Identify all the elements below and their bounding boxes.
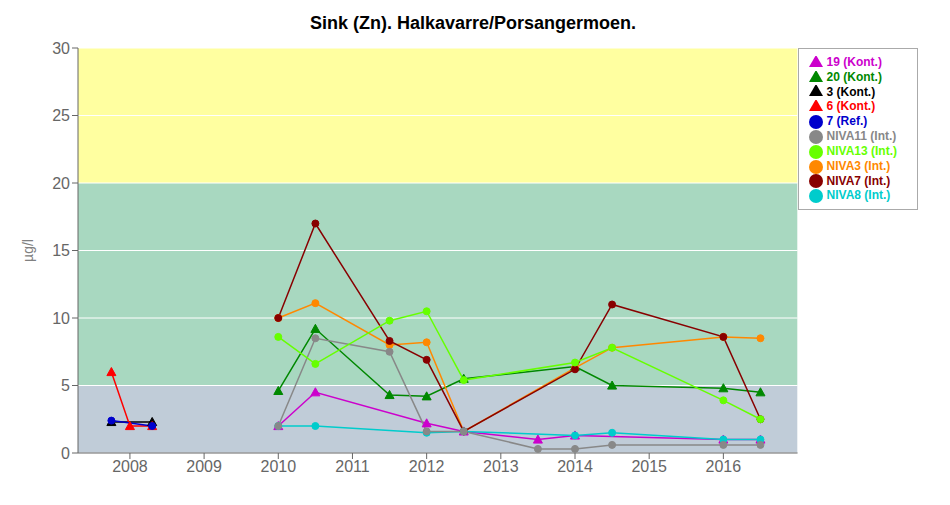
svg-text:2009: 2009 bbox=[186, 458, 222, 475]
svg-text:20: 20 bbox=[52, 175, 70, 192]
svg-text:0: 0 bbox=[61, 445, 70, 462]
svg-text:2015: 2015 bbox=[631, 458, 667, 475]
svg-text:2016: 2016 bbox=[706, 458, 742, 475]
svg-text:2008: 2008 bbox=[112, 458, 148, 475]
svg-text:25: 25 bbox=[52, 107, 70, 124]
svg-text:2013: 2013 bbox=[483, 458, 519, 475]
svg-text:15: 15 bbox=[52, 242, 70, 259]
svg-text:10: 10 bbox=[52, 310, 70, 327]
svg-text:µg/l: µg/l bbox=[20, 239, 36, 262]
html-text:NIVA13 (Int.): NIVA13 (Int.) bbox=[826, 144, 897, 158]
svg-text:2012: 2012 bbox=[409, 458, 445, 475]
html-text:3 (Kont.): 3 (Kont.) bbox=[826, 84, 876, 99]
html-text:Sink (Zn). Halkavarre/Porsange: Sink (Zn). Halkavarre/Porsangermoen. bbox=[309, 13, 636, 33]
html-text:NIVA7 (Int.): NIVA7 (Int.) bbox=[826, 173, 891, 188]
html-text:7 (Ref.): 7 (Ref.) bbox=[826, 114, 868, 129]
svg-text:5: 5 bbox=[61, 377, 70, 394]
svg-text:2010: 2010 bbox=[260, 458, 296, 475]
html-text:NIVA8 (Int.): NIVA8 (Int.) bbox=[826, 188, 891, 203]
html-text:19 (Kont.): 19 (Kont.) bbox=[826, 55, 882, 69]
svg-text:2014: 2014 bbox=[557, 458, 593, 475]
html-text:NIVA3 (Int.): NIVA3 (Int.) bbox=[826, 158, 891, 173]
html-text:6 (Kont.): 6 (Kont.) bbox=[826, 99, 876, 114]
html-text:20 (Kont.): 20 (Kont.) bbox=[826, 69, 882, 84]
svg-text:2011: 2011 bbox=[335, 458, 370, 475]
html-text:NIVA11 (Int.): NIVA11 (Int.) bbox=[826, 129, 897, 144]
svg-text:30: 30 bbox=[52, 40, 70, 57]
